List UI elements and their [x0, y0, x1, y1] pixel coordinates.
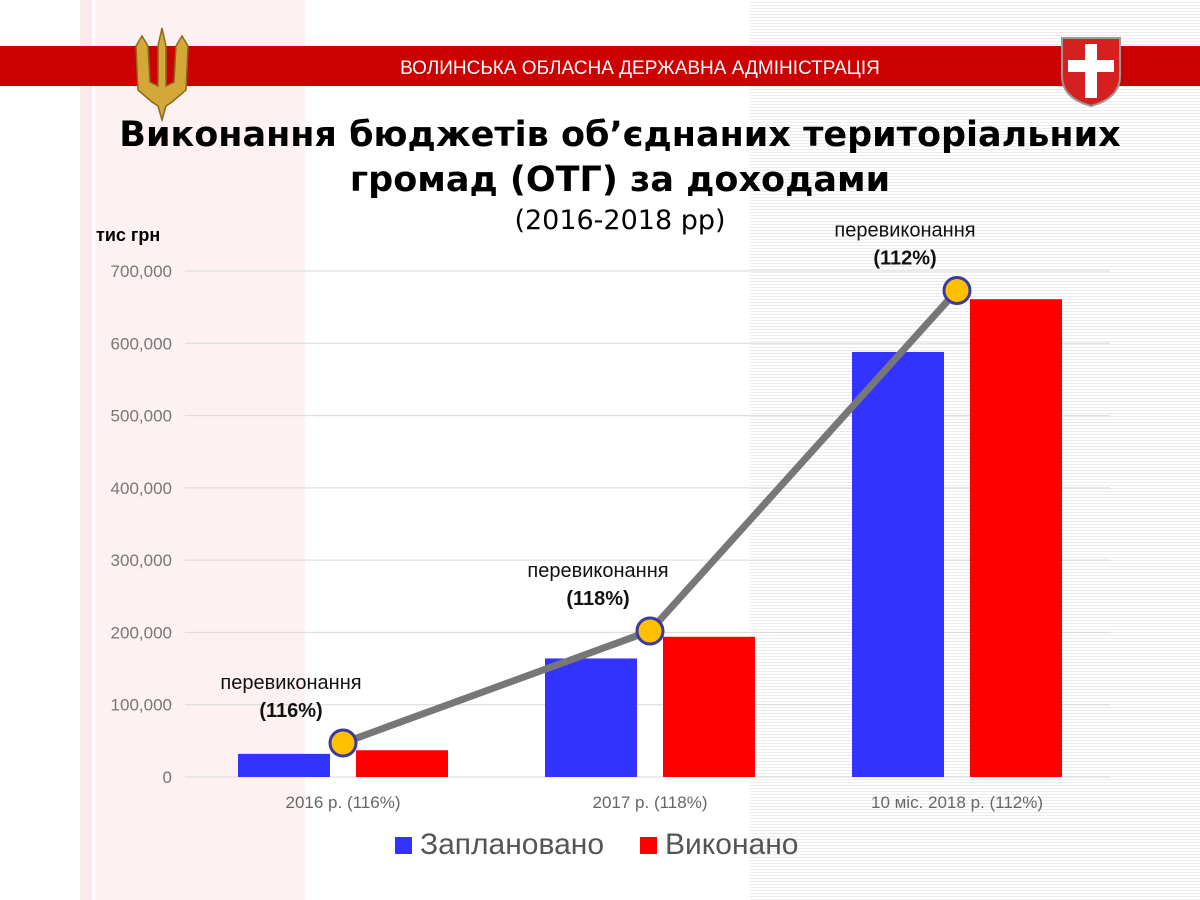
bar-executed: [970, 299, 1062, 777]
legend: Заплановано Виконано: [395, 828, 798, 862]
y-tick-label: 600,000: [111, 334, 172, 353]
bar-planned: [545, 658, 637, 777]
x-tick-label: 2016 р. (116%): [286, 793, 401, 812]
legend-label-planned: Заплановано: [420, 828, 605, 861]
trend-marker: [942, 276, 972, 306]
x-tick-label: 10 міс. 2018 р. (112%): [871, 793, 1043, 812]
bar-executed: [663, 636, 755, 777]
trend-marker: [328, 728, 358, 758]
y-tick-label: 700,000: [111, 262, 172, 281]
page-subtitle: (2016-2018 рр): [514, 205, 726, 236]
y-tick-label: 200,000: [111, 623, 172, 642]
annotation-label: перевиконання: [220, 672, 361, 694]
annotation-value: (118%): [566, 588, 629, 610]
annotation-label: перевиконання: [834, 220, 975, 242]
volyn-coat-of-arms-icon: [1061, 37, 1121, 108]
bar-planned: [238, 753, 330, 777]
annotation-value: (112%): [873, 248, 936, 270]
y-tick-label: 400,000: [111, 479, 172, 498]
page-title: Виконання бюджетів об’єднаних територіал…: [119, 115, 1121, 200]
background-stripe: [80, 0, 92, 900]
background-stripe: [95, 0, 305, 900]
organization-name: ВОЛИНСЬКА ОБЛАСНА ДЕРЖАВНА АДМІНІСТРАЦІЯ: [400, 58, 880, 79]
legend-label-executed: Виконано: [665, 828, 799, 861]
y-tick-label: 300,000: [111, 551, 172, 570]
y-tick-label: 500,000: [111, 407, 172, 426]
trend-marker: [635, 616, 665, 646]
bar-executed: [356, 750, 448, 777]
annotation-label: перевиконання: [527, 560, 668, 582]
y-tick-label: 0: [163, 768, 172, 787]
y-axis-label: тис грн: [96, 225, 161, 245]
annotation-value: (116%): [259, 700, 322, 722]
bar-planned: [852, 351, 944, 777]
y-tick-label: 100,000: [111, 696, 172, 715]
trident-emblem-icon: [135, 27, 189, 122]
header-band: [0, 46, 1200, 86]
x-tick-label: 2017 р. (118%): [593, 793, 708, 812]
legend-swatch-planned: [395, 836, 412, 854]
legend-swatch-executed: [640, 836, 658, 854]
